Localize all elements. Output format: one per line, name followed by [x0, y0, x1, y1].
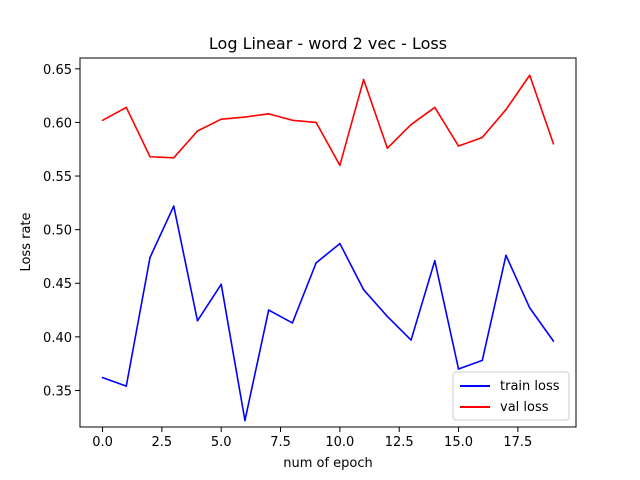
x-tick-label: 12.5 [385, 435, 414, 450]
data-point-train-loss [315, 262, 317, 264]
x-tick-label: 0.0 [92, 435, 113, 450]
y-tick-label: 0.45 [43, 277, 72, 292]
y-tick-label: 0.50 [43, 224, 72, 239]
data-point-val-loss [410, 123, 412, 126]
data-point-val-loss [457, 145, 460, 147]
data-point-val-loss [172, 157, 175, 159]
data-point-val-loss [149, 155, 151, 158]
data-point-val-loss [220, 118, 223, 121]
y-axis-label: Loss rate [19, 212, 34, 271]
chart-title: Log Linear - word 2 vec - Loss [209, 34, 447, 53]
series-line-train-loss [102, 205, 555, 422]
x-axis-ticks: 0.0 2.5 5.0 7.5 10.0 12.5 15.0 17.5 [92, 427, 532, 450]
data-point-train-loss [481, 359, 484, 362]
data-point-val-loss [433, 106, 436, 109]
plot-area-frame [79, 57, 577, 428]
plot-series [101, 74, 555, 422]
x-axis-label: num of epoch [283, 456, 373, 471]
legend: train loss val loss [452, 371, 570, 421]
x-tick-label: 7.5 [270, 435, 291, 450]
data-point-train-loss [362, 288, 365, 291]
data-point-train-loss [386, 315, 389, 318]
data-point-train-loss [291, 322, 294, 324]
data-point-train-loss [505, 254, 507, 257]
data-point-train-loss [172, 205, 175, 207]
data-point-train-loss [244, 419, 246, 422]
x-tick-label: 10.0 [325, 435, 354, 450]
x-tick-label: 2.5 [152, 435, 173, 450]
data-point-val-loss [481, 136, 484, 139]
y-tick-label: 0.65 [43, 63, 72, 78]
y-axis-ticks: 0.35 0.40 0.45 0.50 0.55 0.60 0.65 [43, 63, 80, 399]
data-point-val-loss [291, 119, 294, 122]
y-tick-label: 0.35 [43, 384, 72, 399]
data-point-train-loss [149, 256, 151, 259]
data-point-val-loss [552, 143, 555, 145]
data-point-val-loss [244, 116, 246, 118]
series-line-val-loss [102, 74, 555, 167]
data-point-val-loss [505, 108, 507, 111]
data-point-val-loss [339, 164, 341, 167]
data-point-val-loss [528, 74, 531, 77]
data-point-val-loss [196, 130, 199, 132]
data-point-train-loss [433, 259, 436, 262]
data-point-train-loss [339, 242, 341, 245]
data-point-train-loss [552, 340, 555, 342]
data-point-train-loss [410, 339, 412, 341]
x-tick-label: 15.0 [444, 435, 473, 450]
data-point-val-loss [125, 106, 128, 109]
data-point-train-loss [457, 368, 460, 370]
y-tick-label: 0.60 [43, 116, 72, 131]
data-point-train-loss [101, 376, 104, 379]
y-tick-label: 0.40 [43, 331, 72, 346]
y-tick-label: 0.55 [43, 170, 72, 185]
data-point-val-loss [315, 121, 317, 124]
legend-label-train-loss: train loss [500, 379, 560, 394]
data-point-train-loss [528, 307, 531, 309]
data-point-val-loss [362, 78, 365, 81]
legend-label-val-loss: val loss [500, 400, 549, 415]
data-point-val-loss [101, 119, 104, 122]
data-point-train-loss [220, 283, 223, 286]
data-point-val-loss [386, 147, 389, 149]
data-point-train-loss [267, 309, 270, 311]
data-point-train-loss [125, 385, 128, 387]
x-tick-label: 17.5 [503, 435, 532, 450]
x-tick-label: 5.0 [211, 435, 232, 450]
data-point-val-loss [267, 113, 270, 115]
data-point-train-loss [196, 319, 199, 322]
